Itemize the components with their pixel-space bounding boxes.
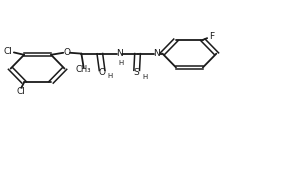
Text: H: H — [142, 74, 147, 80]
Text: H: H — [107, 73, 113, 79]
Text: N: N — [116, 49, 123, 58]
Text: Cl: Cl — [3, 47, 12, 56]
Text: CH₃: CH₃ — [76, 65, 91, 74]
Text: Cl: Cl — [17, 87, 26, 96]
Text: F: F — [209, 32, 214, 41]
Text: H: H — [119, 60, 124, 66]
Text: O: O — [99, 68, 105, 77]
Text: O: O — [63, 48, 70, 57]
Text: S: S — [134, 68, 140, 77]
Text: N: N — [153, 49, 160, 58]
